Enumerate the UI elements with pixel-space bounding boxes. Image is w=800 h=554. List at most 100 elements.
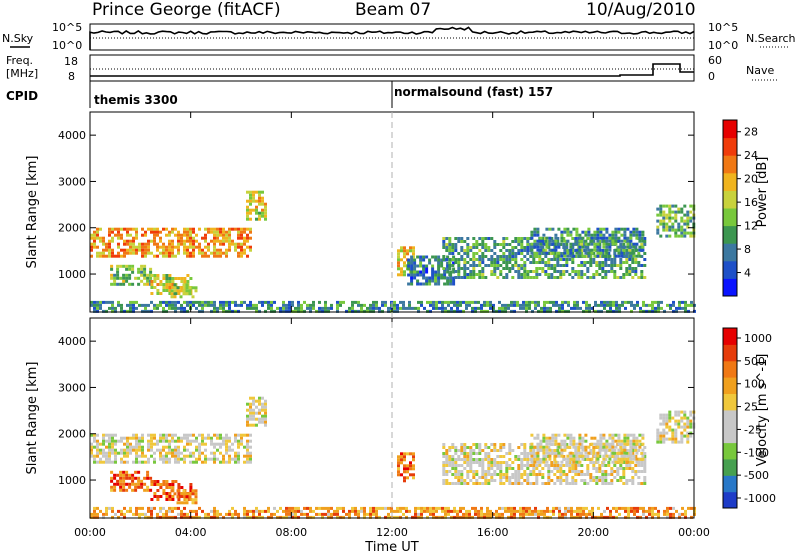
heatmap-cell-3 [188, 492, 192, 496]
heatmap-cell-3 [185, 283, 189, 287]
heatmap-cell-7 [563, 457, 567, 461]
heatmap-cell-10 [174, 306, 177, 310]
heatmap-cell-7 [541, 267, 545, 270]
heatmap-cell-8 [623, 230, 627, 234]
heatmap-cell-7 [478, 249, 482, 252]
heatmap-cell-7 [613, 252, 617, 255]
heatmap-cell-2 [150, 292, 154, 295]
heatmap-cell-0 [189, 251, 192, 255]
heatmap-cell-7 [622, 273, 626, 276]
heatmap-cell-9 [336, 506, 339, 510]
heatmap-cell-9 [375, 509, 378, 513]
heatmap-cell-9 [381, 506, 384, 510]
heatmap-cell-7 [557, 451, 561, 455]
heatmap-cell-6 [410, 255, 414, 259]
heatmap-cell-4 [258, 399, 261, 403]
heatmap-cell-10 [249, 300, 252, 304]
heatmap-cell-0 [141, 454, 144, 458]
heatmap-cell-10 [504, 309, 507, 313]
heatmap-cell-7 [598, 273, 602, 276]
heatmap-cell-9 [633, 512, 636, 516]
heatmap-cell-10 [291, 309, 294, 313]
heatmap-cell-7 [472, 267, 476, 270]
heatmap-cell-6 [517, 473, 521, 476]
heatmap-cell-7 [632, 445, 636, 449]
heatmap-cell-0 [192, 248, 195, 252]
heatmap-cell-4 [249, 414, 252, 418]
heatmap-cell-5 [403, 270, 406, 274]
heatmap-cell-0 [216, 442, 219, 446]
heatmap-cell-7 [581, 454, 585, 458]
heatmap-cell-5 [400, 461, 403, 465]
heatmap-cell-9 [297, 515, 300, 519]
heatmap-cell-6 [589, 449, 593, 452]
heatmap-cell-10 [609, 306, 612, 310]
heatmap-cell-9 [255, 509, 258, 513]
heatmap-cell-10 [306, 303, 309, 307]
heatmap-cell-8 [605, 251, 609, 255]
heatmap-cell-6 [478, 452, 482, 455]
heatmap-cell-7 [466, 267, 470, 270]
heatmap-cell-10 [660, 300, 663, 304]
heatmap-cell-6 [520, 452, 524, 455]
heatmap-cell-7 [578, 451, 582, 455]
heatmap-cell-1 [110, 267, 114, 271]
heatmap-cell-9 [477, 515, 480, 519]
heatmap-cell-9 [111, 515, 114, 519]
heatmap-cell-0 [165, 460, 168, 464]
heatmap-cell-10 [375, 303, 378, 307]
heatmap-cell-6 [583, 482, 587, 485]
heatmap-cell-7 [623, 445, 627, 449]
heatmap-cell-0 [231, 457, 234, 461]
heatmap-cell-0 [171, 248, 174, 252]
heatmap-cell-9 [213, 515, 216, 519]
heatmap-cell-9 [483, 515, 486, 519]
heatmap-cell-1 [116, 267, 120, 271]
heatmap-cell-10 [360, 306, 363, 310]
heatmap-cell-0 [90, 445, 93, 449]
heatmap-cell-9 [665, 225, 669, 229]
heatmap-cell-9 [324, 512, 327, 516]
heatmap-cell-7 [545, 448, 549, 452]
heatmap-cell-0 [228, 245, 231, 249]
heatmap-cell-6 [571, 482, 575, 485]
heatmap-cell-4 [264, 414, 267, 418]
heatmap-cell-6 [445, 449, 449, 452]
heatmap-cell-6 [442, 470, 446, 473]
heatmap-cell-2 [183, 495, 187, 498]
heatmap-cell-1 [110, 282, 114, 286]
heatmap-cell-7 [520, 243, 524, 246]
heatmap-cell-0 [105, 457, 108, 461]
heatmap-cell-0 [153, 230, 156, 234]
heatmap-cell-0 [159, 230, 162, 234]
heatmap-cell-6 [407, 258, 411, 262]
heatmap-cell-6 [437, 258, 441, 262]
heatmap-cell-8 [560, 230, 564, 234]
heatmap-cell-10 [429, 300, 432, 304]
heatmap-cell-9 [168, 506, 171, 510]
heatmap-cell-0 [117, 251, 120, 255]
heatmap-cell-0 [234, 436, 237, 440]
heatmap-cell-9 [333, 512, 336, 516]
heatmap-cell-0 [108, 439, 111, 443]
heatmap-cell-6 [535, 467, 539, 470]
heatmap-cell-7 [641, 433, 645, 437]
heatmap-cell-7 [508, 249, 512, 252]
heatmap-cell-8 [605, 236, 609, 240]
heatmap-cell-3 [185, 498, 189, 502]
heatmap-cell-4 [264, 405, 267, 409]
heatmap-cell-10 [540, 306, 543, 310]
heatmap-cell-0 [93, 439, 96, 443]
heatmap-cell-1 [137, 479, 141, 483]
heatmap-cell-10 [399, 306, 402, 310]
heatmap-cell-0 [243, 239, 246, 243]
heatmap-cell-9 [405, 515, 408, 519]
heatmap-cell-10 [219, 306, 222, 310]
heatmap-cell-6 [499, 482, 503, 485]
heatmap-cell-8 [575, 233, 579, 237]
heatmap-cell-6 [553, 482, 557, 485]
heatmap-cell-7 [466, 261, 470, 264]
heatmap-cell-8 [638, 245, 642, 249]
heatmap-cell-7 [617, 460, 621, 464]
heatmap-cell-7 [517, 270, 521, 273]
